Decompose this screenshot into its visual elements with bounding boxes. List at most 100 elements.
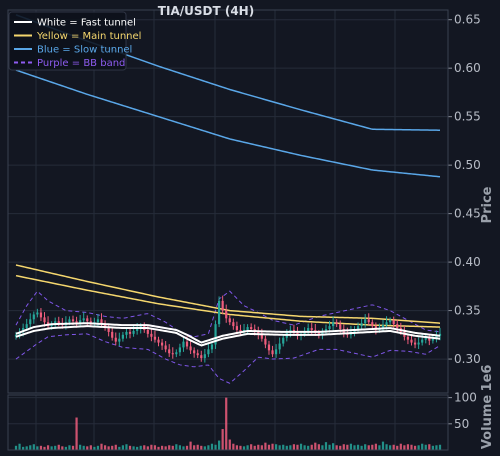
- volume-bar: [228, 439, 231, 450]
- candle-body: [121, 334, 124, 339]
- candle-body: [214, 324, 217, 345]
- volume-bar: [335, 445, 338, 450]
- candle-body: [185, 341, 189, 347]
- volume-bar: [221, 429, 224, 450]
- volume-bar: [267, 444, 271, 450]
- candle-body: [413, 342, 417, 345]
- volume-bar: [278, 445, 281, 450]
- candle-body: [153, 336, 157, 340]
- grid: [8, 10, 448, 450]
- volume-bar: [235, 445, 239, 450]
- candle-body: [364, 319, 367, 324]
- volume-bar: [75, 417, 78, 450]
- candle-body: [221, 300, 224, 311]
- volume-bar: [239, 445, 242, 450]
- volume-bar: [57, 444, 60, 450]
- candle-body: [225, 310, 228, 319]
- candle-body: [356, 326, 360, 330]
- volume-bar: [189, 441, 192, 450]
- main-tunnel-lower-line: [15, 274, 441, 328]
- candle-body: [371, 322, 374, 327]
- candle-body: [232, 322, 235, 327]
- volume-bar: [250, 444, 253, 450]
- candle-body: [435, 335, 438, 339]
- volume-bar: [299, 443, 303, 450]
- candle-body: [328, 326, 331, 330]
- volume-bar: [349, 443, 353, 450]
- volume-bar: [82, 445, 85, 450]
- candle-body: [128, 331, 132, 334]
- candle-body: [271, 350, 274, 355]
- volume-axis-title: Volume: [480, 395, 495, 450]
- volume-bar: [378, 445, 381, 450]
- candle-body: [228, 318, 231, 323]
- candle-body: [381, 325, 385, 329]
- candle-body: [193, 350, 196, 354]
- candle-body: [32, 314, 35, 320]
- volume-bar: [328, 444, 331, 450]
- candle-body: [54, 321, 57, 325]
- candle-body: [367, 319, 370, 323]
- price-tick-label: 0.60: [454, 61, 481, 75]
- candle-body: [132, 330, 135, 334]
- volume-bar: [385, 444, 388, 450]
- candle-body: [111, 331, 114, 338]
- legend-box: [8, 11, 127, 71]
- volume-bar: [125, 444, 128, 450]
- bb-band: [15, 290, 441, 384]
- fast-tunnel-lower-line: [15, 325, 441, 347]
- candle-body: [150, 333, 153, 337]
- candle-body: [22, 328, 25, 332]
- candle-body: [157, 339, 160, 343]
- candle-body: [118, 338, 121, 342]
- price-tick-label: 0.30: [454, 352, 481, 366]
- candle-body: [75, 321, 78, 324]
- candle-body: [321, 331, 324, 335]
- volume-bar: [18, 443, 21, 450]
- volume-bar: [339, 445, 342, 450]
- candle-body: [274, 349, 278, 355]
- volume-bar: [96, 445, 100, 450]
- candle-body: [96, 319, 100, 323]
- candle-body: [114, 337, 117, 342]
- volume-bar: [346, 444, 349, 450]
- volume-bar: [121, 445, 124, 450]
- volume-bar: [132, 446, 135, 450]
- legend-entry-label: Purple = BB band: [37, 58, 125, 69]
- candle-body: [171, 353, 174, 355]
- volume-bar: [175, 444, 178, 450]
- volume-bar: [203, 446, 206, 450]
- candle-body: [29, 319, 32, 325]
- volume-bar: [143, 445, 146, 450]
- volume-bar: [253, 445, 256, 450]
- volume-bar: [32, 444, 35, 450]
- candle-body: [431, 338, 434, 341]
- volume-bar: [207, 445, 210, 450]
- volume-panel-frame: [7, 394, 449, 451]
- volume-bar: [314, 442, 317, 450]
- candle-body: [392, 320, 395, 325]
- candle-body: [146, 329, 149, 334]
- candle-body: [189, 346, 192, 351]
- volume-bar: [403, 445, 406, 450]
- fast-tunnel: [15, 322, 441, 347]
- volume-bar: [146, 446, 149, 450]
- volume-bar: [289, 445, 292, 450]
- volume-bar: [413, 445, 417, 450]
- volume-bar: [64, 446, 67, 450]
- price-tick-label: 0.35: [454, 304, 481, 318]
- volume-bar: [374, 443, 377, 450]
- legend-entry-label: Yellow = Main tunnel: [36, 31, 141, 42]
- candle-body: [424, 337, 427, 340]
- volume-bar: [182, 446, 185, 450]
- price-tick-label: 0.40: [454, 255, 481, 269]
- candle-body: [278, 343, 281, 350]
- volume-bar: [196, 444, 199, 450]
- candle-body: [125, 331, 128, 335]
- volume-bar: [410, 444, 413, 450]
- volume-bar: [371, 444, 374, 450]
- candle-body: [107, 327, 110, 332]
- volume-bar: [353, 445, 356, 450]
- candle-body: [207, 349, 210, 355]
- candle-body: [82, 318, 85, 321]
